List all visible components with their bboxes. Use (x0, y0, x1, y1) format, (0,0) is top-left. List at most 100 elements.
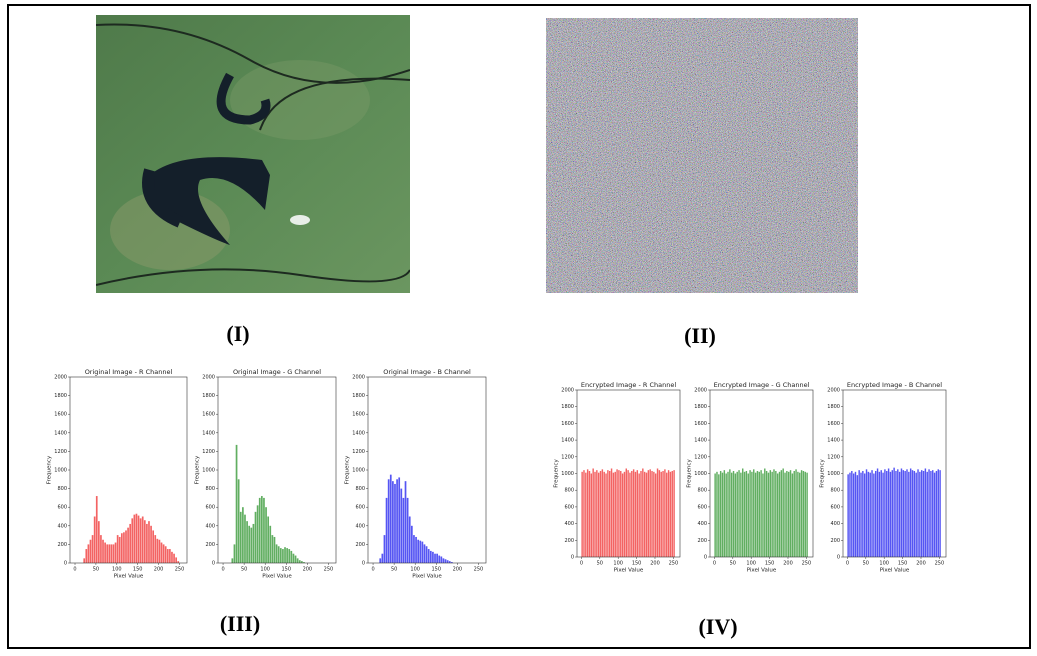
bar (928, 469, 930, 557)
bar (383, 535, 386, 563)
bar (666, 472, 668, 557)
bar (413, 535, 415, 563)
bar (876, 468, 879, 557)
bar (102, 539, 104, 563)
bar (858, 470, 860, 557)
y-tick-label: 1000 (202, 468, 215, 474)
bar (91, 535, 94, 563)
bar (118, 536, 121, 563)
bar (248, 525, 251, 563)
x-tick-label: 250 (175, 567, 185, 573)
bar (743, 471, 746, 557)
y-tick-label: 800 (57, 486, 67, 492)
bar (721, 472, 724, 557)
bar (398, 477, 401, 563)
bar (793, 470, 795, 557)
y-tick-label: 600 (564, 504, 574, 510)
bar (873, 473, 875, 557)
bar (95, 496, 98, 563)
bar (723, 470, 726, 557)
bar (900, 468, 903, 557)
bar (175, 557, 177, 563)
bar (427, 549, 430, 563)
y-tick-label: 1400 (827, 438, 840, 444)
x-tick-label: 150 (765, 561, 775, 567)
bar (632, 469, 635, 557)
bar (279, 548, 282, 563)
bar (787, 471, 790, 557)
x-tick-label: 50 (391, 567, 397, 573)
chart-title: Original Image - R Channel (85, 368, 173, 376)
bar (719, 470, 722, 557)
bar (767, 472, 770, 557)
bar (597, 472, 600, 557)
x-tick-label: 150 (632, 561, 642, 567)
y-tick-label: 1000 (827, 471, 840, 477)
y-tick-label: 400 (205, 523, 215, 529)
y-tick-label: 0 (704, 555, 707, 561)
bar (169, 549, 171, 563)
bar (886, 470, 888, 557)
bar (303, 562, 305, 563)
bar (146, 523, 148, 563)
bar (150, 525, 152, 563)
bar (926, 471, 928, 557)
bar (915, 472, 917, 557)
bar (233, 544, 236, 563)
bar (924, 468, 927, 557)
bar (385, 497, 388, 563)
bar (904, 470, 906, 557)
bar (93, 516, 96, 563)
x-tick-label: 50 (863, 561, 869, 567)
bar (869, 472, 871, 557)
bar (729, 469, 731, 557)
x-tick-label: 150 (133, 567, 143, 573)
y-tick-label: 1400 (202, 430, 215, 436)
bar (448, 561, 451, 563)
y-tick-label: 200 (697, 538, 707, 544)
bar (594, 471, 596, 557)
bar (764, 468, 766, 557)
bar (83, 558, 86, 563)
bar (605, 473, 607, 557)
bar (671, 470, 673, 557)
bar (131, 518, 134, 563)
panel-label: (IV) (698, 614, 737, 639)
bar (906, 469, 908, 557)
x-tick-label: 100 (260, 567, 270, 573)
x-tick-label: 100 (112, 567, 122, 573)
bar (758, 471, 760, 557)
x-tick-label: 250 (935, 561, 945, 567)
y-tick-label: 200 (830, 538, 840, 544)
bar (795, 469, 797, 557)
y-tick-label: 1800 (352, 393, 365, 399)
x-tick-label: 250 (324, 567, 334, 573)
bar (451, 562, 453, 563)
bar (935, 470, 938, 557)
bar (583, 470, 585, 557)
bar (856, 475, 859, 557)
x-tick-label: 50 (241, 567, 247, 573)
bar (908, 471, 910, 557)
bar (878, 471, 881, 557)
bar (920, 470, 923, 557)
bar (800, 470, 803, 557)
bar (747, 473, 749, 557)
bar (406, 497, 409, 563)
bar (601, 469, 604, 557)
y-tick-label: 800 (564, 488, 574, 494)
bar (402, 497, 405, 563)
bar (133, 514, 136, 563)
bar (290, 550, 293, 563)
bar (775, 470, 777, 557)
x-axis-label: Pixel Value (880, 568, 910, 574)
bar (760, 470, 762, 557)
bar (725, 473, 727, 557)
y-tick-label: 1200 (202, 449, 215, 455)
bar (919, 471, 921, 557)
bar (141, 516, 144, 563)
bar (110, 544, 113, 563)
bar (286, 548, 288, 563)
y-axis-label: Frequency (47, 455, 53, 484)
